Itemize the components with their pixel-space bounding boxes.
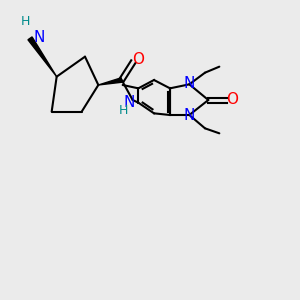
Polygon shape — [28, 37, 57, 77]
Text: N: N — [34, 30, 45, 45]
Text: O: O — [132, 52, 144, 67]
Text: N: N — [184, 109, 195, 124]
Polygon shape — [98, 78, 122, 85]
Text: O: O — [226, 92, 238, 107]
Text: H: H — [118, 103, 128, 116]
Text: N: N — [124, 95, 135, 110]
Text: H: H — [20, 15, 30, 28]
Text: N: N — [184, 76, 195, 91]
